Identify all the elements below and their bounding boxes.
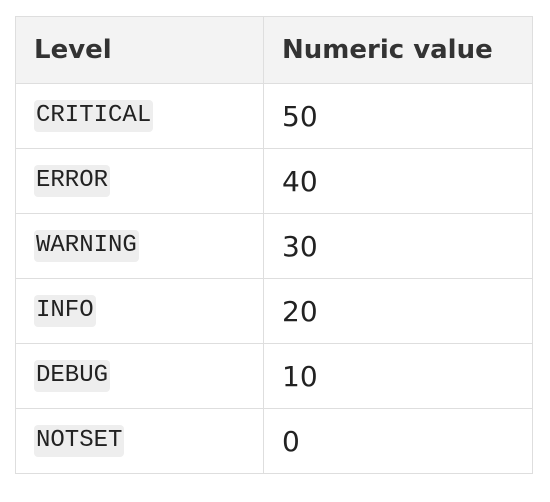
table-row: ERROR 40 [15,148,533,214]
value-cell: 30 [263,213,533,279]
numeric-value: 40 [282,164,318,198]
level-code: INFO [34,295,96,327]
level-code: CRITICAL [34,100,154,132]
numeric-value: 50 [282,99,318,133]
level-cell: INFO [15,278,264,344]
level-cell: NOTSET [15,408,264,474]
table-row: NOTSET 0 [15,408,533,474]
value-cell: 50 [263,83,533,149]
table-row: INFO 20 [15,278,533,344]
column-header-level: Level [15,16,264,84]
table-row: CRITICAL 50 [15,83,533,149]
level-code: WARNING [34,230,139,262]
table-row: WARNING 30 [15,213,533,279]
value-cell: 40 [263,148,533,214]
level-cell: WARNING [15,213,264,279]
level-cell: DEBUG [15,343,264,409]
level-code: ERROR [34,165,111,197]
table-body: CRITICAL 50 ERROR 40 WARNING 30 INFO 20 … [15,83,533,474]
logging-levels-table-container: Level Numeric value CRITICAL 50 ERROR 40… [15,16,533,474]
numeric-value: 20 [282,294,318,328]
level-cell: ERROR [15,148,264,214]
table-row: DEBUG 10 [15,343,533,409]
level-cell: CRITICAL [15,83,264,149]
numeric-value: 30 [282,229,318,263]
logging-levels-table: Level Numeric value CRITICAL 50 ERROR 40… [15,16,533,474]
column-header-numeric-value: Numeric value [263,16,533,84]
numeric-value: 10 [282,359,318,393]
level-code: NOTSET [34,425,125,457]
table-header: Level Numeric value [15,16,533,84]
numeric-value: 0 [282,424,300,458]
value-cell: 0 [263,408,533,474]
header-row: Level Numeric value [15,16,533,84]
value-cell: 20 [263,278,533,344]
level-code: DEBUG [34,360,111,392]
value-cell: 10 [263,343,533,409]
